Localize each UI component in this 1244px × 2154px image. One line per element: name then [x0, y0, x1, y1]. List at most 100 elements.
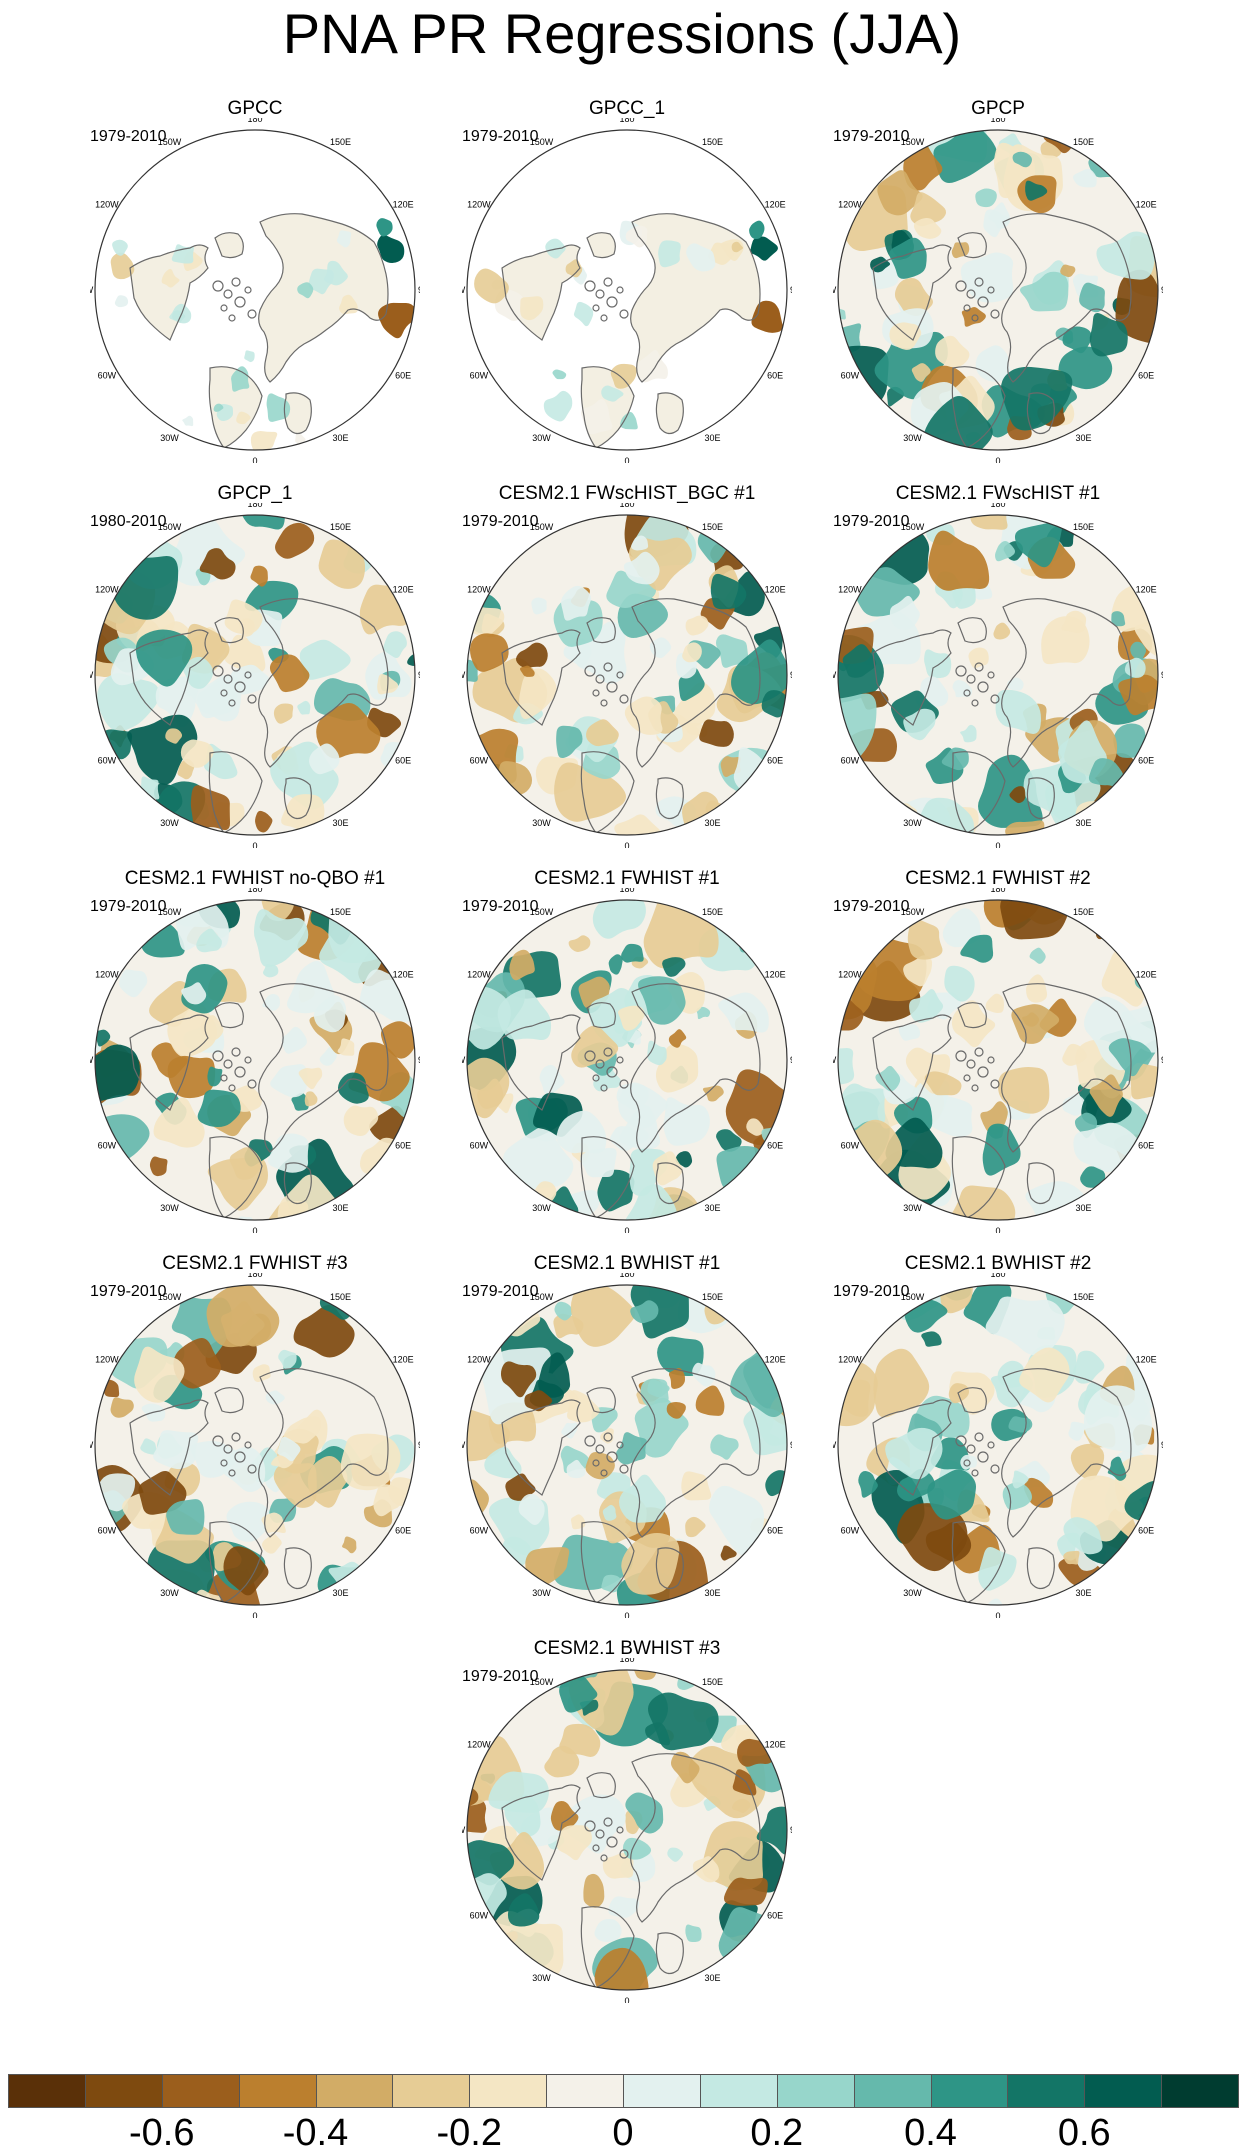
panel-title: GPCC_1 — [588, 98, 666, 119]
coastlines — [872, 213, 1132, 449]
longitude-label: 180 — [247, 118, 262, 124]
longitude-label: 120W — [95, 200, 119, 210]
longitude-label: 60E — [395, 756, 411, 766]
polar-map: 180 150E 120E 90E 60E 30E 0 30W 60W 90W 120W 150W — [833, 503, 1163, 848]
longitude-label: 0 — [995, 841, 1000, 848]
longitude-label: 150W — [901, 1292, 925, 1302]
coastlines — [129, 213, 389, 449]
longitude-label: 120W — [467, 585, 491, 595]
longitude-label: 30W — [532, 1588, 551, 1598]
polar-map: 180 150E 120E 90E 60E 30E 0 30W 60W 90W 120W 150W — [833, 118, 1163, 463]
longitude-label: 0 — [624, 456, 629, 463]
longitude-label: 120W — [467, 1355, 491, 1365]
longitude-label: 30E — [1075, 1203, 1091, 1213]
panel-period: 1979-2010 — [90, 128, 167, 145]
map-border — [466, 1669, 788, 1991]
longitude-label: 180 — [247, 1273, 262, 1279]
regression-field — [95, 130, 415, 450]
longitude-label: 90W — [90, 285, 94, 295]
longitude-label: 90E — [790, 1055, 792, 1065]
regression-field — [467, 900, 787, 1220]
map-border — [466, 514, 788, 836]
longitude-label: 60E — [1138, 1141, 1154, 1151]
longitude-label: 90W — [90, 1440, 94, 1450]
polar-map: 180 150E 120E 90E 60E 30E 0 30W 60W 90W 120W 150W — [833, 1273, 1163, 1618]
longitude-label: 180 — [619, 888, 634, 894]
longitude-label: 120E — [1136, 200, 1157, 210]
longitude-label: 150W — [158, 137, 182, 147]
longitude-label: 90W — [462, 285, 466, 295]
longitude-label: 90E — [1161, 285, 1163, 295]
polar-map: 180 150E 120E 90E 60E 30E 0 30W 60W 90W 120W 150W — [462, 503, 792, 848]
longitude-label: 150W — [158, 522, 182, 532]
coastlines — [872, 983, 1132, 1219]
longitude-label: 60E — [395, 1141, 411, 1151]
longitude-label: 30W — [532, 433, 551, 443]
longitude-label: 30W — [532, 1973, 551, 1983]
longitude-label: 60E — [395, 371, 411, 381]
colorbar-box — [84, 2074, 163, 2108]
panel-period: 1979-2010 — [462, 128, 539, 145]
colorbar-box — [1007, 2074, 1086, 2108]
longitude-label: 30E — [1075, 1588, 1091, 1598]
longitude-label: 60W — [98, 1526, 117, 1536]
longitude-label: 0 — [624, 1226, 629, 1233]
panel-title: CESM2.1 FWHIST #2 — [905, 868, 1091, 889]
longitude-label: 120W — [838, 585, 862, 595]
regression-field — [95, 900, 415, 1220]
polar-map: 180 150E 120E 90E 60E 30E 0 30W 60W 90W 120W 150W — [462, 118, 792, 463]
regression-field — [838, 515, 1158, 835]
map-border — [837, 1284, 1159, 1606]
longitude-label: 120E — [765, 200, 786, 210]
colorbar-tick-label: 0.2 — [750, 2112, 804, 2154]
longitude-label: 180 — [990, 888, 1005, 894]
longitude-label: 150E — [1073, 907, 1094, 917]
longitude-label: 60E — [767, 371, 783, 381]
longitude-label: 120W — [467, 1740, 491, 1750]
longitude-label: 90W — [462, 1055, 466, 1065]
longitude-label: 0 — [624, 1611, 629, 1618]
longitude-label: 30E — [332, 818, 348, 828]
map-border — [94, 1284, 416, 1606]
longitude-label: 30W — [903, 1203, 922, 1213]
colorbar-box — [623, 2074, 701, 2108]
longitude-label: 60W — [470, 1526, 489, 1536]
panel-period: 1979-2010 — [462, 1283, 539, 1300]
colorbar-box — [469, 2074, 548, 2108]
longitude-label: 0 — [995, 1226, 1000, 1233]
longitude-label: 30W — [160, 1588, 179, 1598]
panel-title: GPCP_1 — [217, 483, 293, 504]
longitude-label: 180 — [619, 1658, 634, 1664]
coastlines — [501, 1753, 761, 1989]
map-border — [837, 514, 1159, 836]
longitude-label: 120E — [765, 1355, 786, 1365]
longitude-label: 150W — [901, 522, 925, 532]
polar-map: 180 150E 120E 90E 60E 30E 0 30W 60W 90W 120W 150W — [833, 888, 1163, 1233]
longitude-label: 90E — [418, 285, 420, 295]
polar-map: 180 150E 120E 90E 60E 30E 0 30W 60W 90W 120W 150W — [462, 1658, 792, 2003]
map-border — [94, 129, 416, 451]
longitude-label: 150E — [330, 1292, 351, 1302]
colorbar-tick-label: 0.4 — [904, 2112, 957, 2154]
longitude-label: 150E — [330, 137, 351, 147]
longitude-label: 150E — [702, 1677, 723, 1687]
colorbar-tick-label: 0.6 — [1057, 2112, 1111, 2154]
coastlines — [501, 598, 761, 834]
longitude-label: 150W — [158, 1292, 182, 1302]
longitude-label: 150E — [330, 907, 351, 917]
map-border — [466, 129, 788, 451]
coastlines — [129, 983, 389, 1219]
longitude-label: 0 — [995, 456, 1000, 463]
longitude-label: 90W — [90, 670, 94, 680]
longitude-label: 120W — [467, 200, 491, 210]
longitude-label: 60E — [1138, 756, 1154, 766]
longitude-label: 30E — [1075, 433, 1091, 443]
panel-title: CESM2.1 BWHIST #2 — [904, 1253, 1092, 1274]
longitude-label: 0 — [252, 841, 257, 848]
longitude-label: 60E — [767, 1141, 783, 1151]
longitude-label: 90W — [833, 670, 837, 680]
longitude-label: 120E — [765, 1740, 786, 1750]
